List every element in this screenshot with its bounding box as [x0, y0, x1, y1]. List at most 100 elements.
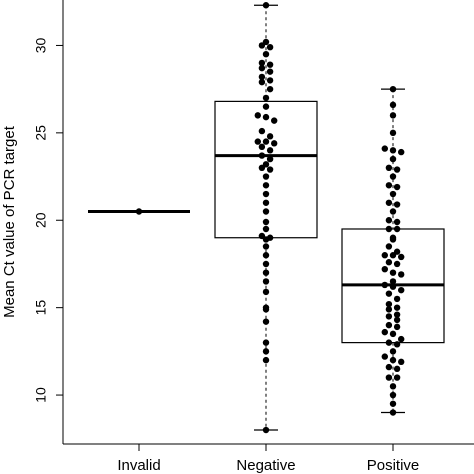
- data-point-positive: [389, 236, 397, 243]
- data-point-positive: [381, 145, 388, 152]
- data-point-negative: [258, 64, 266, 72]
- data-point-positive: [393, 201, 401, 208]
- data-point-negative: [262, 190, 270, 198]
- data-point-negative: [262, 103, 270, 110]
- data-point-positive: [389, 400, 397, 407]
- data-point-positive: [393, 225, 401, 233]
- data-point-positive: [381, 353, 388, 360]
- data-points: [135, 2, 405, 434]
- data-point-positive: [393, 260, 401, 268]
- y-tick-label: 30: [33, 37, 49, 53]
- data-point-negative: [271, 140, 278, 147]
- data-point-positive: [389, 85, 397, 93]
- data-point-negative: [266, 147, 274, 154]
- data-point-negative: [258, 78, 266, 86]
- data-point-positive: [385, 321, 393, 329]
- data-point-negative: [254, 138, 261, 145]
- data-point-negative: [262, 243, 270, 250]
- data-point-negative: [262, 173, 270, 180]
- data-point-positive: [381, 281, 388, 289]
- data-point-positive: [385, 300, 393, 308]
- data-point-negative: [266, 155, 274, 163]
- data-point-positive: [393, 304, 401, 311]
- data-point-negative: [266, 68, 274, 75]
- data-point-positive: [389, 147, 397, 154]
- data-point-invalid: [135, 208, 143, 215]
- data-point-negative: [262, 318, 270, 325]
- data-point-positive: [398, 253, 405, 261]
- data-point-negative: [254, 112, 261, 119]
- data-point-negative: [262, 288, 270, 296]
- data-point-negative: [262, 50, 270, 58]
- data-point-positive: [389, 356, 397, 364]
- data-point-negative: [258, 59, 266, 67]
- data-point-negative: [262, 426, 270, 434]
- data-point-positive: [381, 328, 388, 336]
- data-point-positive: [393, 374, 401, 381]
- data-point-negative: [258, 152, 266, 159]
- data-point-positive: [385, 225, 393, 233]
- data-point-negative: [258, 73, 266, 81]
- data-point-positive: [389, 269, 397, 276]
- data-point-positive: [385, 363, 393, 371]
- boxplot-positive: [341, 88, 445, 414]
- axes: [62, 0, 474, 445]
- data-point-positive: [398, 286, 405, 294]
- data-point-positive: [385, 164, 393, 172]
- data-point-positive: [385, 259, 393, 266]
- data-point-positive: [381, 265, 388, 273]
- data-point-positive: [385, 339, 393, 346]
- data-point-positive: [393, 166, 401, 173]
- y-tick-label: 10: [33, 387, 49, 403]
- data-point-positive: [393, 183, 401, 191]
- data-point-positive: [398, 358, 405, 366]
- data-point-positive: [385, 290, 393, 297]
- data-point-positive: [393, 295, 401, 303]
- data-point-positive: [385, 199, 393, 206]
- data-point-positive: [385, 217, 393, 224]
- data-point-negative: [262, 182, 270, 189]
- data-point-negative: [258, 143, 266, 151]
- data-point-positive: [389, 252, 397, 259]
- data-point-negative: [262, 208, 270, 215]
- data-point-positive: [389, 278, 397, 285]
- data-point-positive: [389, 391, 397, 399]
- data-point-negative: [262, 138, 270, 145]
- data-point-positive: [398, 148, 405, 156]
- data-point-positive: [389, 190, 397, 198]
- data-point-negative: [262, 113, 270, 121]
- data-point-positive: [385, 313, 393, 320]
- data-point-positive: [398, 271, 405, 278]
- data-point-negative: [262, 236, 270, 243]
- data-point-negative: [262, 199, 270, 206]
- x-tick-label: Negative: [236, 457, 295, 474]
- data-point-positive: [385, 243, 393, 250]
- data-point-positive: [389, 208, 397, 215]
- boxplot-negative: [214, 4, 318, 431]
- data-point-negative: [262, 94, 270, 102]
- data-point-negative: [262, 269, 270, 276]
- data-point-negative: [262, 339, 270, 346]
- data-point-positive: [398, 335, 405, 343]
- data-point-positive: [393, 365, 401, 373]
- data-point-positive: [389, 330, 397, 338]
- data-point-negative: [262, 306, 270, 313]
- data-point-positive: [385, 374, 393, 381]
- box-iqr-rect: [214, 100, 318, 239]
- data-point-positive: [393, 323, 401, 331]
- data-point-positive: [385, 306, 393, 313]
- data-point-positive: [389, 409, 397, 416]
- data-point-negative: [266, 85, 274, 93]
- data-point-positive: [389, 283, 397, 290]
- data-point-negative: [258, 164, 266, 172]
- data-point-negative: [262, 278, 270, 285]
- data-point-positive: [393, 341, 401, 348]
- data-point-positive: [389, 155, 397, 163]
- data-point-positive: [393, 316, 401, 324]
- y-tick-label: 25: [33, 125, 49, 141]
- data-point-negative: [258, 127, 266, 135]
- data-point-negative: [262, 252, 270, 259]
- y-tick-label: 20: [33, 212, 49, 228]
- y-tick-label: 15: [33, 300, 49, 316]
